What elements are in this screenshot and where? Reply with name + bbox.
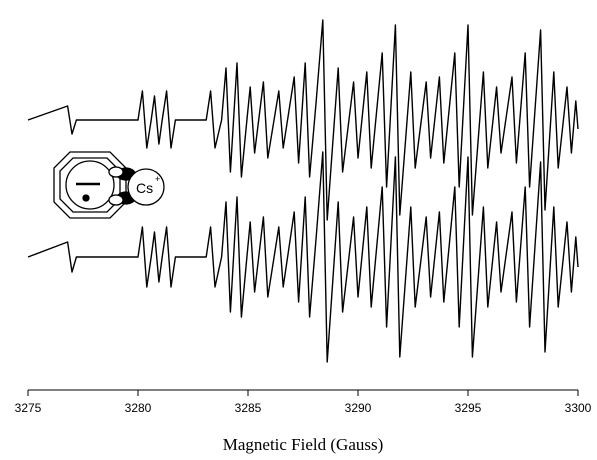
lobe [108,166,124,178]
spectrum-line [27,151,579,363]
x-tick-label: 3300 [565,401,592,415]
spectrum-line [27,19,579,221]
annotation-superscript: + [155,174,160,184]
x-tick-label: 3285 [235,401,262,415]
x-tick-label: 3280 [125,401,152,415]
x-tick-label: 3290 [345,401,372,415]
x-axis-label: Magnetic Field (Gauss) [223,435,384,454]
octagon [53,151,127,219]
x-tick-label: 3275 [15,401,42,415]
lobe [108,194,124,206]
electron [82,194,90,202]
annotation: Cs [136,180,153,196]
molecule-inset [53,151,165,219]
x-tick-label: 3295 [455,401,482,415]
cation [127,168,165,206]
octagon-inner [59,157,121,213]
